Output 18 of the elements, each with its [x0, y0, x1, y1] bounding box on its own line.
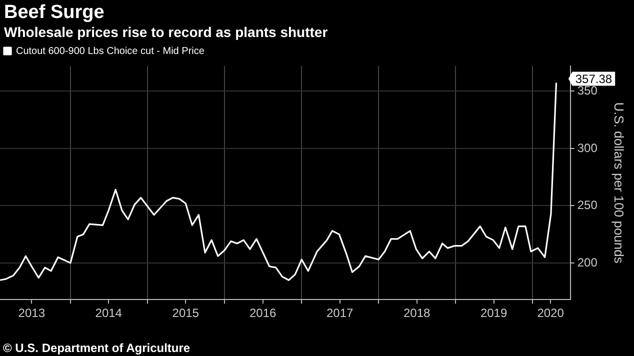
- x-tick-label: 2013: [18, 306, 46, 320]
- y-tick-label: 200: [577, 255, 598, 270]
- x-tick-label: 2016: [249, 306, 276, 320]
- y-tick-label: 350: [577, 84, 598, 98]
- x-tick-label: 2020: [537, 306, 564, 320]
- y-tick-label: 300: [577, 140, 598, 155]
- annotation: 357.38: [575, 72, 612, 86]
- y-axis-title: U.S. dollars per 100 pounds: [612, 102, 627, 264]
- x-tick-label: 2017: [326, 306, 354, 320]
- chart-title: Beef Surge: [4, 2, 104, 24]
- legend-label: Cutout 600-900 Lbs Choice cut - Mid Price: [16, 46, 205, 57]
- x-tick-label: 2014: [95, 306, 122, 320]
- chart-subtitle: Wholesale prices rise to record as plants shutter: [4, 24, 328, 40]
- x-tick-label: 2019: [480, 306, 508, 320]
- text: © U.S. Department of Agriculture: [3, 341, 190, 355]
- y-tick-label: 250: [577, 198, 598, 212]
- x-tick-label: 2015: [172, 306, 200, 320]
- x-tick-label: 2018: [403, 306, 430, 320]
